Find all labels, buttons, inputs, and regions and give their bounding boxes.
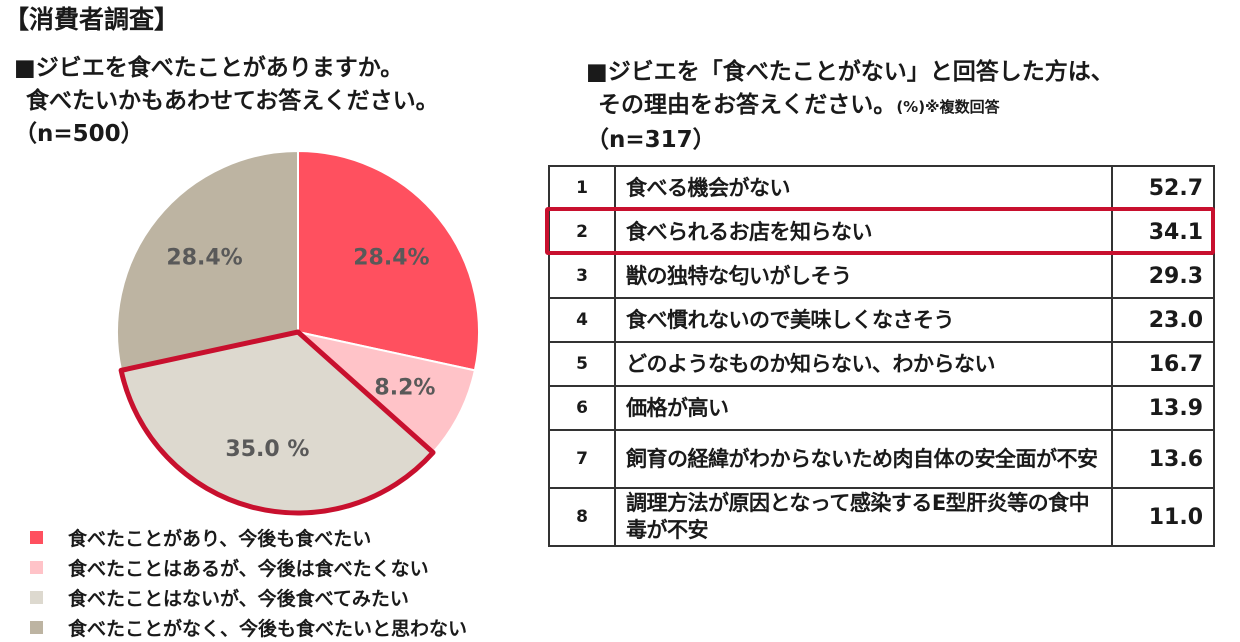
- legend-item-4: 食べたことがなく、今後も食べたいと思わない: [30, 612, 467, 642]
- pie-chart: 28.4% 8.2% 35.0 % 28.4%: [116, 149, 480, 516]
- table-row: 1 食べる機会がない 52.7: [548, 165, 1215, 211]
- value-cell: 13.6: [1111, 429, 1215, 489]
- question2-line2-row: その理由をお答えください。(%)※複数回答: [586, 89, 1114, 124]
- reason-cell: 食べる機会がない: [614, 165, 1113, 211]
- reason-cell: 飼育の経緯がわからないため肉自体の安全面が不安: [614, 429, 1113, 489]
- rank-cell: 4: [548, 297, 616, 343]
- value-cell: 11.0: [1111, 487, 1215, 547]
- reasons-table-body: 1 食べる機会がない 52.7 2 食べられるお店を知らない 34.1 3 獣の独特な匂いがし…: [548, 165, 1215, 547]
- question1-line2: 食べたいかもあわせてお答えください。: [26, 88, 439, 114]
- question2-line2: その理由をお答えください。: [598, 92, 897, 118]
- question2-line1: ■ジビエを「食べたことがない」と回答した方は、: [586, 59, 1114, 85]
- value-cell: 16.7: [1111, 341, 1215, 387]
- survey-tag: 【消費者調査】: [4, 5, 180, 34]
- pie-label-3: 35.0 %: [225, 437, 309, 462]
- reasons-table: 1 食べる機会がない 52.7 2 食べられるお店を知らない 34.1 3 獣の独特な匂いがし…: [548, 165, 1215, 547]
- reason-cell: 調理方法が原因となって感染するE型肝炎等の食中毒が不安: [614, 487, 1113, 547]
- table-row: 7 飼育の経緯がわからないため肉自体の安全面が不安 13.6: [548, 429, 1215, 489]
- rank-cell: 6: [548, 385, 616, 431]
- value-cell: 23.0: [1111, 297, 1215, 343]
- reason-cell: 食べ慣れないので美味しくなさそう: [614, 297, 1113, 343]
- rank-cell: 7: [548, 429, 616, 489]
- reason-cell: 食べられるお店を知らない: [614, 209, 1113, 255]
- table-highlight-frame: [545, 207, 1215, 255]
- legend-label: 食べたことがなく、今後も食べたいと思わない: [68, 617, 468, 640]
- rank-cell: 8: [548, 487, 616, 547]
- reason-cell: 獣の独特な匂いがしそう: [614, 253, 1113, 299]
- table-row: 8 調理方法が原因となって感染するE型肝炎等の食中毒が不安 11.0: [548, 487, 1215, 547]
- reason-cell: どのようなものか知らない、わからない: [614, 341, 1113, 387]
- question2-heading: ■ジビエを「食べたことがない」と回答した方は、 その理由をお答えください。(%)…: [586, 56, 1114, 157]
- legend-swatch: [30, 590, 43, 604]
- legend-item-2: 食べたことはあるが、今後は食べたくない: [30, 552, 467, 582]
- value-cell: 29.3: [1111, 253, 1215, 299]
- legend-swatch: [30, 620, 43, 634]
- pie-label-4: 28.4%: [166, 246, 242, 271]
- legend-swatch: [30, 530, 43, 544]
- rank-cell: 3: [548, 253, 616, 299]
- reason-cell: 価格が高い: [614, 385, 1113, 431]
- pie-slice-1: [297, 149, 480, 372]
- question1-line1: ■ジビエを食べたことがありますか。: [14, 55, 404, 81]
- value-cell: 52.7: [1111, 165, 1215, 211]
- question2-sample: （n=317）: [586, 127, 716, 153]
- value-cell: 13.9: [1111, 385, 1215, 431]
- rank-cell: 5: [548, 341, 616, 387]
- pie-legend: 食べたことがあり、今後も食べたい 食べたことはあるが、今後は食べたくない 食べたこと…: [30, 522, 467, 642]
- question1-sample: （n=500）: [14, 121, 144, 147]
- legend-label: 食べたことがあり、今後も食べたい: [68, 527, 372, 550]
- legend-label: 食べたことはあるが、今後は食べたくない: [68, 557, 429, 580]
- legend-label: 食べたことはないが、今後食べてみたい: [68, 587, 409, 610]
- pie-label-1: 28.4%: [353, 246, 429, 271]
- legend-swatch: [30, 560, 43, 574]
- table-row: 3 獣の独特な匂いがしそう 29.3: [548, 253, 1215, 299]
- table-row: 5 どのようなものか知らない、わからない 16.7: [548, 341, 1215, 387]
- rank-cell: 1: [548, 165, 616, 211]
- table-row: 4 食べ慣れないので美味しくなさそう 23.0: [548, 297, 1215, 343]
- table-row: 6 価格が高い 13.9: [548, 385, 1215, 431]
- pie-highlight-outline: [118, 329, 436, 516]
- pie-slice-4: [116, 149, 299, 372]
- pie-label-2: 8.2%: [374, 375, 435, 400]
- value-cell: 34.1: [1111, 209, 1215, 255]
- question1-heading: ■ジビエを食べたことがありますか。 食べたいかもあわせてお答えください。 （n=…: [14, 52, 439, 151]
- legend-item-1: 食べたことがあり、今後も食べたい: [30, 522, 467, 552]
- table-row: 2 食べられるお店を知らない 34.1: [548, 209, 1215, 255]
- question2-unit-note: (%)※複数回答: [896, 98, 1000, 116]
- legend-item-3: 食べたことはないが、今後食べてみたい: [30, 582, 467, 612]
